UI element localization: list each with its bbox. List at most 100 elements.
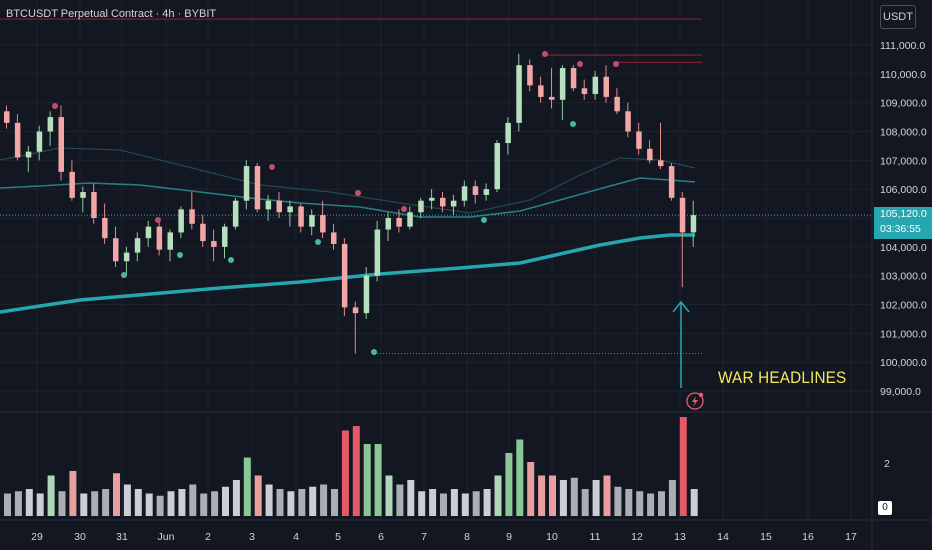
time-tick-label: 15 [760, 531, 772, 543]
price-tick-label: 107,000.0 [880, 155, 927, 167]
price-tick-label: 99,000.0 [880, 386, 921, 398]
volume-bar [320, 484, 328, 516]
time-tick-label: 29 [31, 531, 43, 543]
volume-bar [80, 493, 88, 516]
currency-button[interactable]: USDT [880, 5, 916, 29]
candle-body [331, 232, 337, 244]
volume-bar [429, 489, 437, 516]
candle-body [461, 186, 468, 201]
candle-body [418, 200, 424, 213]
volume-bar [91, 491, 99, 516]
pivot-low-marker [315, 239, 321, 245]
candle-body [200, 223, 206, 242]
volume-bar [309, 486, 317, 516]
price-tick-label: 102,000.0 [880, 300, 927, 312]
volume-bar [527, 462, 535, 516]
volume-bar [636, 491, 644, 516]
pivot-high-marker [577, 61, 583, 67]
horizontal-levels [0, 18, 872, 355]
volume-bar [614, 486, 622, 516]
candle-body [232, 200, 239, 227]
candle-body [134, 238, 141, 253]
candle-body [505, 122, 511, 144]
volume-bar [331, 489, 338, 516]
candle-body [36, 131, 43, 152]
volume-bar [385, 475, 393, 516]
candle-body [494, 143, 500, 190]
candle-body [276, 200, 282, 213]
time-tick-label: 2 [205, 531, 211, 543]
pivot-high-marker [155, 217, 161, 223]
volume-bar [178, 489, 186, 516]
volume-bar [440, 493, 447, 516]
candle-body [570, 68, 577, 89]
volume-bar [549, 475, 556, 516]
volume-bar [25, 489, 33, 516]
candle-body [47, 117, 54, 132]
candle-body [4, 111, 10, 123]
volume-scale-label: 2 [884, 458, 890, 470]
annotation-text: WAR HEADLINES [718, 368, 847, 387]
candle-body [243, 166, 250, 201]
volume-bar [189, 484, 197, 516]
volume-bar [36, 493, 44, 516]
candle-body [374, 229, 381, 276]
candle-body [113, 238, 119, 262]
candle-body [363, 275, 370, 314]
volume-bar [222, 486, 229, 516]
volume-bar [494, 475, 502, 516]
price-tick-label: 100,000.0 [880, 357, 927, 369]
pivot-high-marker [542, 51, 548, 57]
time-tick-label: 12 [631, 531, 643, 543]
time-tick-label: 11 [590, 531, 601, 543]
price-tick-label: 101,000.0 [880, 328, 927, 340]
candle-body [549, 96, 555, 100]
volume-bar [516, 439, 524, 516]
pivot-high-marker [401, 206, 407, 212]
time-tick-label: 17 [845, 531, 857, 543]
volume-bar [559, 480, 567, 516]
time-tick-label: 31 [116, 531, 128, 543]
time-tick-label: 14 [717, 531, 729, 543]
volume-bar [341, 430, 349, 516]
candle-body [320, 215, 326, 233]
time-tick-label: 3 [249, 531, 255, 543]
volume-bar [472, 491, 480, 516]
candle-body [396, 218, 402, 227]
time-tick-label: 16 [802, 531, 814, 543]
candle-body [603, 76, 609, 97]
volume-bar [647, 493, 655, 516]
volume-bar [483, 489, 491, 516]
arrow-head [672, 300, 690, 313]
candle-body [483, 189, 490, 195]
price-tick-label: 103,000.0 [880, 271, 927, 283]
pivot-high-marker [269, 164, 275, 170]
volume-bar [570, 477, 578, 516]
candle-body [167, 232, 173, 250]
volume-bar [658, 491, 665, 516]
chart-title: BTCUSDT Perpetual Contract · 4h · BYBIT [6, 8, 217, 20]
candle-body [385, 218, 391, 230]
candle-body [668, 166, 675, 198]
ma-fast-line [0, 177, 696, 218]
candle-body [516, 65, 522, 123]
candle-body [352, 307, 359, 314]
price-axis: 111,000.0 110,000.0 109,000.0 108,000.0 107,… [880, 40, 927, 470]
candle-body [636, 131, 642, 149]
candle-body [123, 252, 130, 262]
candle-body [298, 206, 304, 227]
price-tick-label: 104,000.0 [880, 242, 927, 254]
ma-mid-line [0, 147, 696, 214]
volume-bar [352, 426, 360, 516]
last-price-tag: 105,120.0 03:36:55 [874, 207, 932, 239]
moving-averages [0, 147, 696, 314]
volume-bar [113, 473, 120, 516]
volume-bar [581, 489, 589, 516]
candle-body [429, 197, 435, 201]
candle-body [614, 96, 620, 112]
price-tick-label: 110,000.0 [880, 69, 926, 81]
volume-bar [134, 489, 142, 516]
time-tick-label: Jun [158, 531, 175, 543]
pivot-low-marker [228, 257, 234, 263]
